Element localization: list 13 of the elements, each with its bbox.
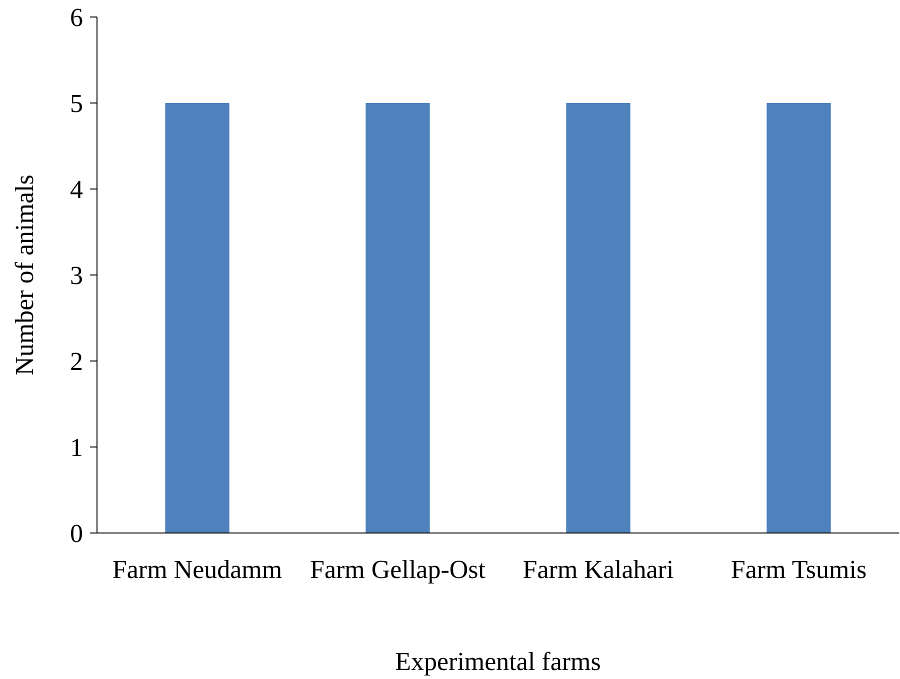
x-tick-label: Farm Gellap-Ost bbox=[310, 555, 486, 584]
y-tick-label: 0 bbox=[70, 519, 83, 548]
x-tick-label: Farm Neudamm bbox=[112, 555, 282, 584]
y-tick-label: 2 bbox=[70, 347, 83, 376]
y-axis-title: Number of animals bbox=[10, 174, 39, 376]
x-tick-label: Farm Tsumis bbox=[730, 555, 867, 584]
y-tick-label: 5 bbox=[70, 89, 83, 118]
y-tick-label: 1 bbox=[70, 433, 83, 462]
y-tick-label: 3 bbox=[70, 261, 83, 290]
y-tick-label: 4 bbox=[70, 175, 83, 204]
x-tick-label: Farm Kalahari bbox=[522, 555, 674, 584]
y-tick-label: 6 bbox=[70, 3, 83, 32]
x-axis-title: Experimental farms bbox=[395, 647, 601, 676]
